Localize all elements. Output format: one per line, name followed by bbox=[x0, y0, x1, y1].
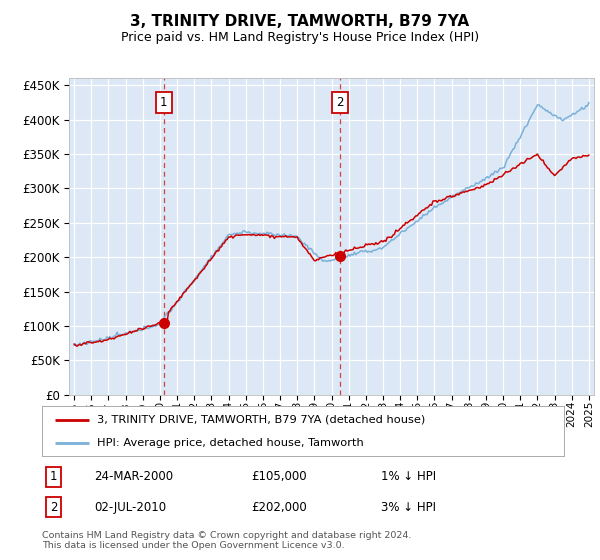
Text: Price paid vs. HM Land Registry's House Price Index (HPI): Price paid vs. HM Land Registry's House … bbox=[121, 31, 479, 44]
Text: Contains HM Land Registry data © Crown copyright and database right 2024.
This d: Contains HM Land Registry data © Crown c… bbox=[42, 531, 412, 550]
Text: 1: 1 bbox=[50, 470, 57, 483]
Text: £202,000: £202,000 bbox=[251, 501, 307, 514]
Text: 1% ↓ HPI: 1% ↓ HPI bbox=[382, 470, 436, 483]
Text: £105,000: £105,000 bbox=[251, 470, 307, 483]
Text: 2: 2 bbox=[337, 96, 344, 109]
Text: 24-MAR-2000: 24-MAR-2000 bbox=[94, 470, 173, 483]
Text: HPI: Average price, detached house, Tamworth: HPI: Average price, detached house, Tamw… bbox=[97, 438, 364, 448]
Text: 1: 1 bbox=[160, 96, 167, 109]
Text: 3, TRINITY DRIVE, TAMWORTH, B79 7YA (detached house): 3, TRINITY DRIVE, TAMWORTH, B79 7YA (det… bbox=[97, 414, 425, 424]
Text: 2: 2 bbox=[50, 501, 57, 514]
Text: 02-JUL-2010: 02-JUL-2010 bbox=[94, 501, 166, 514]
Text: 3, TRINITY DRIVE, TAMWORTH, B79 7YA: 3, TRINITY DRIVE, TAMWORTH, B79 7YA bbox=[130, 14, 470, 29]
Text: 3% ↓ HPI: 3% ↓ HPI bbox=[382, 501, 436, 514]
